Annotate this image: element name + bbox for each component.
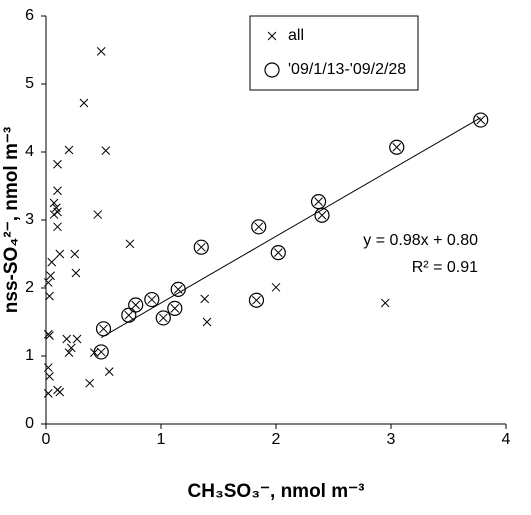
x-tick-label: 4	[502, 431, 511, 448]
legend-box	[249, 15, 419, 91]
point	[314, 207, 330, 223]
point	[62, 334, 72, 344]
point	[389, 139, 405, 155]
point	[158, 313, 168, 323]
point	[99, 324, 108, 334]
point	[128, 297, 144, 313]
point	[104, 367, 114, 376]
point	[101, 146, 111, 155]
point	[131, 300, 141, 310]
y-tick-label: 0	[25, 415, 34, 432]
x-axis-label: CH₃SO₃⁻, nmol m⁻³	[188, 481, 365, 502]
point	[43, 278, 53, 287]
point	[476, 115, 486, 125]
point	[72, 334, 82, 344]
point	[85, 378, 95, 388]
point	[202, 317, 212, 327]
point	[252, 295, 261, 305]
fit-r2: R² = 0.91	[412, 259, 478, 276]
point	[43, 363, 53, 372]
point	[473, 112, 489, 128]
point	[380, 298, 390, 308]
point	[93, 210, 103, 219]
point	[53, 207, 62, 217]
legend-label: all	[288, 27, 304, 44]
point	[121, 307, 137, 323]
point	[271, 282, 281, 292]
point	[314, 197, 323, 206]
point	[155, 310, 171, 326]
legend-marker	[267, 31, 277, 41]
point	[273, 248, 283, 257]
point	[49, 210, 59, 219]
point	[193, 239, 209, 255]
point	[45, 331, 54, 340]
point	[64, 348, 74, 357]
point	[55, 249, 65, 259]
x-tick-label: 1	[157, 431, 166, 448]
y-tick-label: 5	[25, 75, 34, 92]
point	[95, 321, 112, 337]
point	[93, 344, 109, 360]
y-tick-label: 4	[25, 143, 34, 160]
point	[167, 300, 183, 316]
point	[248, 292, 265, 308]
point	[125, 239, 135, 249]
point	[170, 304, 180, 313]
y-tick-label: 3	[25, 211, 34, 228]
point	[392, 142, 402, 152]
point	[270, 245, 286, 261]
point	[45, 372, 54, 381]
y-axis-label: nss-SO₄²⁻, nmol m⁻³	[1, 127, 22, 313]
point	[251, 219, 267, 235]
legend-label: '09/1/13-'09/2/28	[288, 61, 406, 78]
point	[46, 271, 55, 281]
legend-marker	[264, 62, 280, 78]
point	[53, 186, 62, 196]
point	[200, 294, 210, 304]
point	[170, 281, 186, 297]
point	[49, 198, 59, 208]
y-tick-label: 2	[25, 279, 34, 296]
fit-equation: y = 0.98x + 0.80	[363, 232, 478, 249]
point	[144, 291, 160, 308]
point	[53, 159, 62, 169]
point	[53, 222, 62, 232]
point	[96, 347, 106, 357]
point	[196, 242, 206, 252]
y-tick-label: 1	[25, 347, 34, 364]
point	[147, 295, 157, 304]
point	[71, 268, 81, 278]
x-tick-label: 0	[42, 431, 51, 448]
point	[66, 343, 76, 353]
y-tick-label: 6	[25, 7, 34, 24]
point	[43, 389, 53, 398]
point	[254, 222, 264, 232]
point	[47, 257, 57, 267]
x-tick-label: 3	[387, 431, 396, 448]
point	[70, 249, 80, 259]
point	[64, 145, 74, 155]
point	[96, 47, 106, 56]
point	[55, 387, 65, 397]
point	[173, 285, 183, 294]
point	[317, 210, 327, 220]
point	[124, 310, 134, 320]
point	[45, 291, 54, 301]
trendline	[100, 117, 481, 339]
x-tick-label: 2	[272, 431, 281, 448]
point	[79, 98, 89, 108]
